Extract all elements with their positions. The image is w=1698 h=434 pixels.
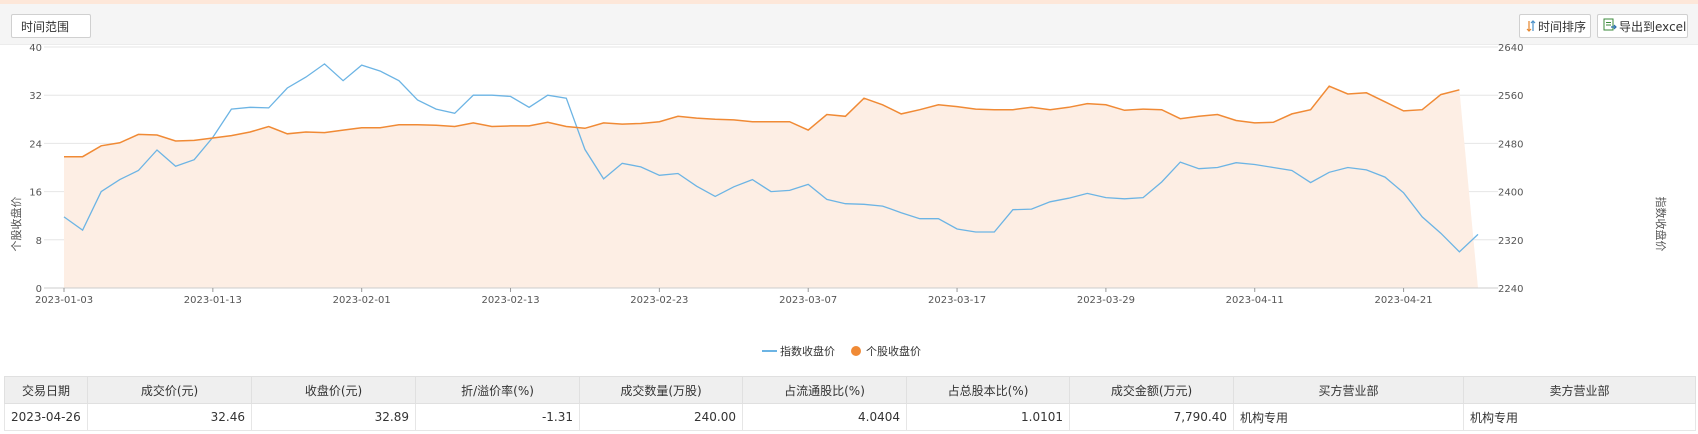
header-seller[interactable]: 卖方营业部 (1463, 376, 1696, 404)
legend-item-stock[interactable]: 个股收盘价 (851, 344, 921, 358)
export-excel-button[interactable]: 导出到excel (1597, 14, 1688, 38)
cell-seller: 机构专用 (1463, 403, 1696, 431)
x-tick-label: 2023-03-29 (1077, 295, 1135, 306)
cell-close-price: 32.89 (251, 403, 416, 431)
stock-price-area (64, 86, 1478, 288)
export-excel-label: 导出到excel (1619, 20, 1687, 34)
legend-index-label: 指数收盘价 (780, 344, 835, 358)
y-left-tick-label: 24 (29, 139, 42, 150)
cell-amount: 7,790.40 (1069, 403, 1234, 431)
sort-arrows-icon (1526, 16, 1536, 40)
stock-close-line (64, 85, 1460, 158)
right-axis-title: 指数收盘价 (1654, 197, 1668, 252)
y-left-tick-label: 32 (29, 91, 42, 102)
time-range-button[interactable]: 时间范围 (11, 14, 91, 38)
header-amount[interactable]: 成交金额(万元) (1069, 376, 1234, 404)
y-right-tick-label: 2320 (1498, 236, 1523, 247)
cell-trade-date: 2023-04-26 (4, 403, 88, 431)
index-close-line (63, 63, 1479, 253)
y-left-tick-label: 8 (36, 236, 42, 247)
legend-stock-swatch (851, 346, 861, 356)
time-sort-label: 时间排序 (1538, 20, 1587, 34)
y-right-tick-label: 2480 (1498, 139, 1523, 150)
cell-total-ratio: 1.0101 (906, 403, 1070, 431)
excel-export-icon (1603, 16, 1617, 40)
x-tick-label: 2023-02-01 (333, 295, 391, 306)
header-total-ratio[interactable]: 占总股本比(%) (906, 376, 1070, 404)
toolbar: 时间范围 时间排序 导出到excel (0, 4, 1698, 45)
cell-trade-price: 32.46 (87, 403, 252, 431)
y-left-tick-label: 0 (36, 284, 42, 295)
chart-axes: 0 2240 8 2320 16 2400 24 2480 32 2560 40 2640 2023-0… (29, 44, 1523, 306)
cell-premium-rate: -1.31 (415, 403, 580, 431)
x-tick-label: 2023-01-13 (184, 295, 242, 306)
price-chart: 0 2240 8 2320 16 2400 24 2480 32 2560 40 2640 2023-0… (9, 44, 1668, 358)
x-tick-label: 2023-03-07 (779, 295, 837, 306)
x-tick-label: 2023-04-21 (1375, 295, 1433, 306)
table-row: 2023-04-26 32.46 32.89 -1.31 240.00 4.04… (4, 403, 1696, 431)
cell-buyer: 机构专用 (1233, 403, 1464, 431)
y-left-tick-label: 16 (29, 188, 42, 199)
header-close-price[interactable]: 收盘价(元) (251, 376, 416, 404)
header-volume[interactable]: 成交数量(万股) (579, 376, 743, 404)
cell-float-ratio: 4.0404 (742, 403, 907, 431)
legend: 指数收盘价 个股收盘价 (762, 344, 921, 358)
x-tick-label: 2023-04-11 (1226, 295, 1284, 306)
y-left-tick-label: 40 (29, 44, 42, 54)
x-tick-label: 2023-02-13 (481, 295, 539, 306)
legend-item-index[interactable]: 指数收盘价 (762, 344, 835, 358)
header-trade-date[interactable]: 交易日期 (4, 376, 88, 404)
x-tick-label: 2023-01-03 (35, 295, 93, 306)
x-tick-label: 2023-03-17 (928, 295, 986, 306)
time-sort-button[interactable]: 时间排序 (1519, 14, 1591, 38)
top-accent-line (0, 0, 1698, 4)
y-right-tick-label: 2240 (1498, 284, 1523, 295)
trade-table: 交易日期 成交价(元) 收盘价(元) 折/溢价率(%) 成交数量(万股) 占流通… (4, 376, 1696, 431)
header-buyer[interactable]: 买方营业部 (1233, 376, 1464, 404)
time-range-label: 时间范围 (21, 20, 70, 34)
y-right-tick-label: 2400 (1498, 188, 1523, 199)
cell-volume: 240.00 (579, 403, 743, 431)
left-axis-title: 个股收盘价 (9, 197, 23, 252)
legend-stock-label: 个股收盘价 (866, 344, 921, 358)
table-header-row: 交易日期 成交价(元) 收盘价(元) 折/溢价率(%) 成交数量(万股) 占流通… (4, 376, 1696, 404)
y-right-tick-label: 2560 (1498, 91, 1523, 102)
x-tick-label: 2023-02-23 (630, 295, 688, 306)
header-premium-rate[interactable]: 折/溢价率(%) (415, 376, 580, 404)
header-float-ratio[interactable]: 占流通股比(%) (742, 376, 907, 404)
y-right-tick-label: 2640 (1498, 44, 1523, 54)
header-trade-price[interactable]: 成交价(元) (87, 376, 252, 404)
